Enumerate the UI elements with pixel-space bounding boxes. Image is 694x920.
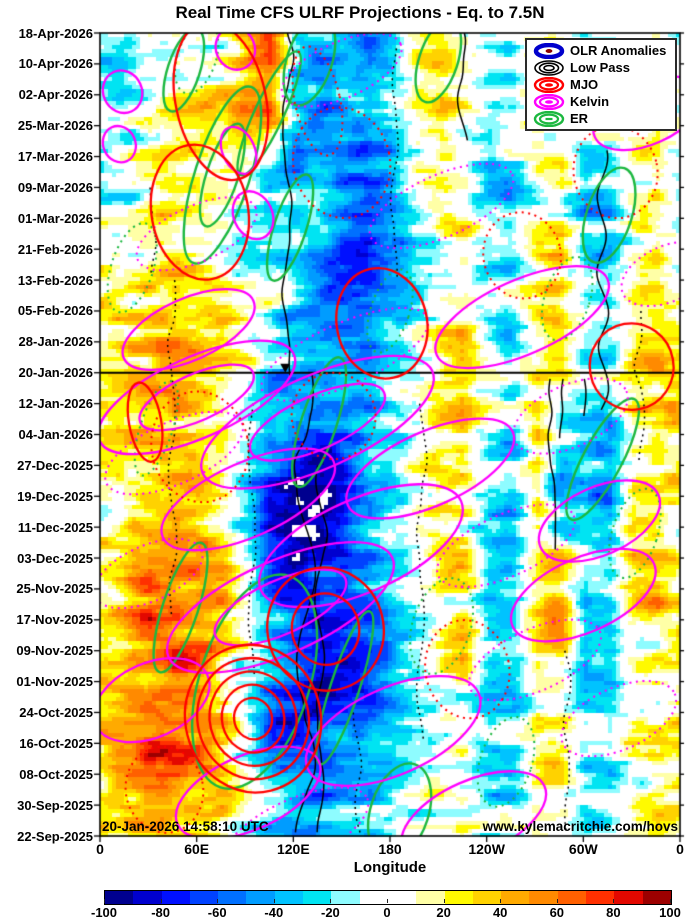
colorbar-segment (614, 891, 643, 904)
olr-anomalies-icon (533, 42, 565, 59)
y-tick-label: 25-Nov-2025 (16, 581, 93, 597)
colorbar-tick-label: 100 (659, 905, 681, 920)
page-title: Real Time CFS ULRF Projections - Eq. to … (175, 3, 545, 22)
y-tick-label: 17-Mar-2026 (17, 149, 93, 165)
colorbar-segment (133, 891, 162, 904)
colorbar (104, 890, 672, 905)
colorbar-segment (642, 891, 671, 904)
colorbar-segment (303, 891, 332, 904)
y-tick-label: 19-Dec-2025 (17, 488, 93, 504)
colorbar-segment (444, 891, 473, 904)
colorbar-tick (670, 899, 671, 903)
legend-item-label: ER (570, 111, 589, 126)
colorbar-tick-label: -80 (151, 905, 170, 920)
x-tick-label: 120E (276, 841, 310, 857)
y-tick-label: 13-Feb-2026 (17, 272, 93, 288)
x-tick-label: 0 (676, 841, 684, 857)
legend-item-label: Kelvin (570, 94, 610, 109)
colorbar-segment (189, 891, 219, 904)
y-tick-label: 05-Feb-2026 (17, 303, 93, 319)
colorbar-tick (387, 899, 388, 903)
colorbar-segment (529, 891, 558, 904)
y-tick-label: 09-Nov-2025 (16, 643, 93, 659)
legend-item: Kelvin (532, 93, 670, 110)
colorbar-segment (161, 891, 190, 904)
colorbar-tick (273, 899, 275, 903)
colorbar-tick (500, 899, 502, 903)
colorbar-tick-label: -40 (264, 905, 284, 920)
y-tick-label: 24-Oct-2025 (19, 704, 93, 720)
y-tick-label: 28-Jan-2026 (18, 334, 93, 350)
colorbar-segment (359, 891, 388, 904)
colorbar-tick-label: 60 (549, 905, 565, 920)
colorbar-tick (330, 899, 332, 903)
colorbar-tick-label: 80 (606, 905, 621, 920)
colorbar-tick-label: 0 (383, 905, 391, 920)
colorbar-tick (613, 899, 615, 903)
colorbar-segment (416, 891, 445, 904)
legend-item: Low Pass (532, 59, 670, 76)
x-tick-label: 180 (378, 841, 402, 857)
y-tick-label: 11-Dec-2025 (17, 519, 93, 535)
x-tick-label: 60W (568, 841, 598, 857)
colorbar-segment (557, 891, 587, 904)
legend-item: MJO (532, 76, 670, 93)
x-tick-label: 120W (468, 841, 505, 857)
init-timestamp: 20-Jan-2026 14:58:10 UTC (102, 819, 269, 834)
y-tick-label: 08-Oct-2025 (19, 766, 93, 782)
colorbar-segment (387, 891, 417, 904)
y-tick-label: 17-Nov-2025 (16, 612, 93, 628)
y-tick-label: 27-Dec-2025 (17, 457, 93, 473)
legend-item: ER (532, 110, 670, 127)
y-tick-label: 16-Oct-2025 (19, 735, 93, 751)
watermark-url: www.kylemacritchie.com/hovs (482, 819, 678, 834)
colorbar-tick (160, 899, 162, 903)
colorbar-tick (104, 899, 105, 903)
er-icon (533, 110, 565, 127)
y-tick-label: 30-Sep-2025 (17, 797, 93, 813)
colorbar-segment (501, 891, 530, 904)
colorbar-segment (586, 891, 615, 904)
colorbar-tick (217, 899, 219, 903)
legend-item-label: MJO (570, 77, 599, 92)
colorbar-segment (105, 891, 134, 904)
y-tick-label: 10-Apr-2026 (18, 56, 93, 72)
y-tick-label: 04-Jan-2026 (18, 427, 93, 442)
x-tick-label: 60E (184, 841, 210, 857)
legend-item-label: OLR Anomalies (570, 43, 667, 58)
y-tick-label: 12-Jan-2026 (18, 396, 93, 412)
mjo-icon (533, 76, 565, 93)
y-tick-label: 18-Apr-2026 (18, 25, 93, 41)
colorbar-segment (472, 891, 502, 904)
colorbar-segment (218, 891, 247, 904)
colorbar-segment (331, 891, 360, 904)
colorbar-tick-label: -60 (207, 905, 227, 920)
y-tick-label: 20-Jan-2026 (18, 365, 93, 381)
y-tick-label: 09-Mar-2026 (17, 179, 93, 195)
legend-item: OLR Anomalies (532, 42, 670, 59)
colorbar-tick-label: -100 (90, 905, 118, 920)
y-tick-label: 21-Feb-2026 (17, 241, 93, 257)
y-tick-label: 03-Dec-2025 (17, 550, 93, 566)
y-tick-label: 02-Apr-2026 (18, 87, 93, 103)
y-tick-label: 25-Mar-2026 (17, 118, 93, 134)
colorbar-segment (274, 891, 304, 904)
colorbar-tick (443, 899, 445, 903)
x-tick-label: 0 (96, 841, 104, 857)
legend-item-label: Low Pass (570, 60, 630, 75)
y-tick-label: 01-Nov-2025 (16, 674, 93, 690)
colorbar-tick (556, 899, 558, 903)
colorbar-tick-label: 20 (436, 905, 451, 920)
kelvin-icon (533, 93, 565, 110)
colorbar-tick-label: -20 (320, 905, 340, 920)
colorbar-tick-label: 40 (492, 905, 508, 920)
x-axis-title: Longitude (353, 859, 427, 876)
y-tick-label: 01-Mar-2026 (17, 210, 93, 226)
low-pass-icon (534, 59, 564, 76)
colorbar-segment (246, 891, 275, 904)
y-tick-label: 22-Sep-2025 (17, 828, 93, 844)
legend: OLR Anomalies Low Pass MJO Kelvin ER (525, 38, 677, 131)
